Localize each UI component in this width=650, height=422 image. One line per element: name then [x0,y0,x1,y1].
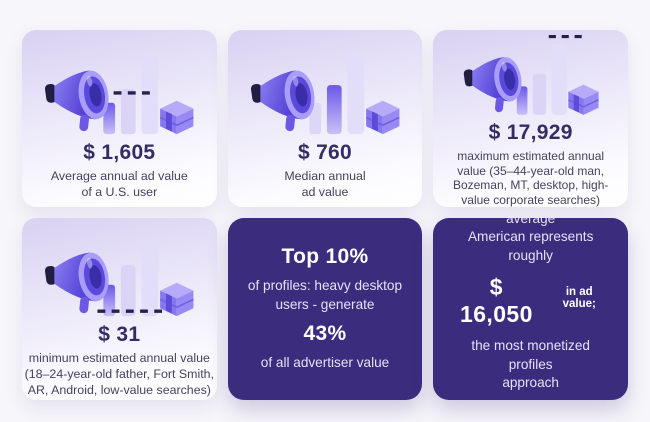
stat-description-line: Median annual [284,169,366,184]
highlight-card-top-10: Top 10% of profiles: heavy desktop users… [227,218,423,400]
stat-value: $ 1,605 [83,141,156,164]
decade-middle-line: approach [502,374,559,390]
ad-value-illustration [250,55,400,135]
stat-description-line: minimum estimated annual value [28,351,210,366]
decade-value-suffix: in ad value; [562,286,596,311]
highlight-footer: of all advertiser value [260,355,390,371]
decade-value: $ 16,050 [460,274,533,328]
decade-intro: Over a decade, the average American repr… [451,218,610,265]
highlight-body-line: users - generate [275,296,375,312]
bar-chart-icon [103,57,159,135]
stat-description-line: (18–24-year-old father, Fort Smith, [24,366,215,381]
stat-description-line: AR, Android, low-value searches) [27,382,211,397]
stat-description: Median annual ad value [284,169,365,201]
stat-description-line: ad value [301,184,349,199]
bar-chart-icon [516,43,567,115]
decade-middle-line: the most monetized profiles [471,338,590,372]
stat-card-minimum: $ 31 minimum estimated annual value (18–… [22,218,217,400]
stat-description-line: of a U.S. user [81,184,158,199]
stat-value: $ 31 [98,323,141,346]
stat-description: minimum estimated annual value (18–24-ye… [25,351,214,398]
stat-description-line: Bozeman, MT, desktop, high- [452,178,609,193]
highlight-body-line: of profiles: heavy desktop [247,278,403,294]
highlight-heading: Top 10% [281,245,369,269]
stat-card-median: $ 760 Median annual ad value [227,30,423,207]
stat-card-maximum: $ 17,929 maximum estimated annual value … [433,30,628,207]
stat-description-line: value corporate searches) [461,192,601,207]
stat-value: $ 17,929 [488,121,573,145]
decade-value-row: $ 16,050 in ad value; [451,274,610,328]
megaphone-icon [45,70,109,132]
money-stack-icon [160,100,195,135]
highlight-value: 43% [303,322,347,346]
stat-description-line: maximum estimated annual [457,149,605,164]
money-stack-icon [567,84,599,115]
ad-value-illustration [463,35,599,115]
decade-intro-line: Over a decade, the average [506,218,556,227]
megaphone-icon [250,70,315,132]
stat-description: maximum estimated annual value (35–44-ye… [453,149,608,207]
stat-description: Average annual ad value of a U.S. user [51,169,188,201]
highlight-body: of profiles: heavy desktop users - gener… [248,277,402,314]
money-stack-icon [160,282,195,317]
decade-max-value: $ 180,000 [478,399,584,400]
highlight-card-decade: Over a decade, the average American repr… [433,218,628,400]
megaphone-icon [463,57,522,113]
bar-chart-icon [103,239,159,317]
money-stack-icon [365,100,400,135]
bar-chart-icon [309,55,365,135]
decade-middle: the most monetized profiles approach [451,337,610,392]
stat-card-average: $ 1,605 Average annual ad value of a U.S… [22,30,217,207]
stat-description-line: value (35–44-year-old man, [457,163,605,178]
ad-value-illustration [45,239,195,317]
stat-description-line: Average annual ad value [50,169,188,184]
stat-value: $ 760 [297,141,353,164]
decade-intro-line: American represents roughly [467,229,594,263]
ad-value-illustration [45,57,195,135]
megaphone-icon [45,252,109,314]
